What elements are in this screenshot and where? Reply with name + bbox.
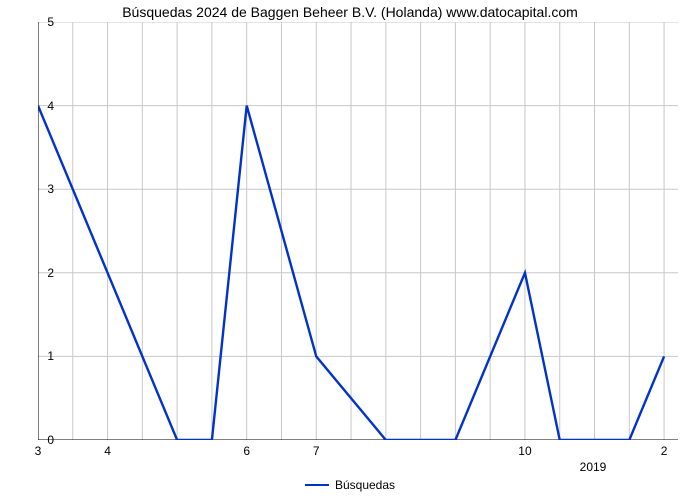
x-tick-label: 10 xyxy=(518,444,531,458)
plot-area xyxy=(38,22,678,440)
y-tick-label: 1 xyxy=(47,349,54,363)
y-tick-label: 2 xyxy=(47,266,54,280)
x-tick-label: 3 xyxy=(35,444,42,458)
chart-title: Búsquedas 2024 de Baggen Beheer B.V. (Ho… xyxy=(122,4,578,20)
line-chart: Búsquedas 2024 de Baggen Beheer B.V. (Ho… xyxy=(0,0,700,500)
y-tick-label: 5 xyxy=(47,15,54,29)
x-axis-title: 2019 xyxy=(580,460,607,474)
legend: Búsquedas xyxy=(305,478,395,492)
y-tick-label: 3 xyxy=(47,182,54,196)
legend-label: Búsquedas xyxy=(335,478,395,492)
x-tick-label: 6 xyxy=(243,444,250,458)
y-tick-label: 0 xyxy=(47,433,54,447)
x-tick-label: 7 xyxy=(313,444,320,458)
legend-swatch xyxy=(305,484,329,486)
x-tick-label: 4 xyxy=(104,444,111,458)
y-tick-label: 4 xyxy=(47,99,54,113)
x-tick-label: 2 xyxy=(661,444,668,458)
plot-svg xyxy=(38,22,678,440)
